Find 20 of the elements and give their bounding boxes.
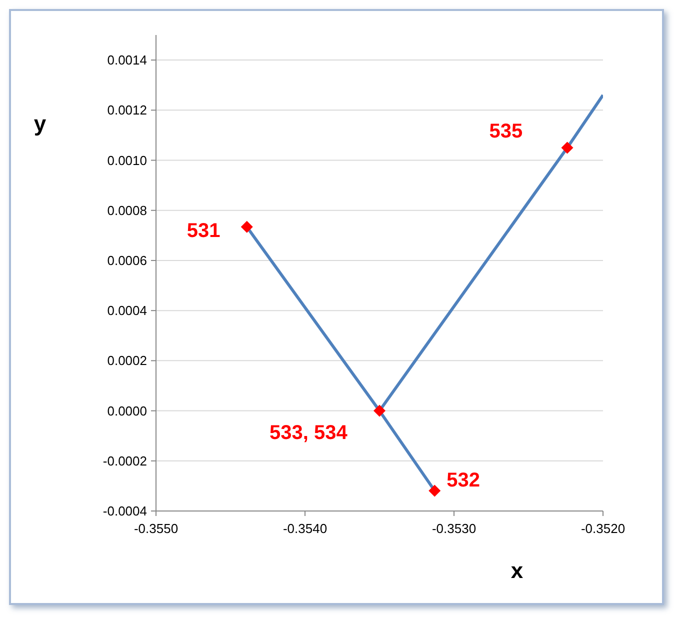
y-tick-label: 0.0010 (107, 152, 147, 168)
y-tick-label: 0.0004 (107, 303, 147, 318)
y-tick-label: 0.0008 (107, 202, 147, 218)
annotation: 535 (489, 120, 523, 143)
y-tick-label: -0.0002 (102, 453, 147, 468)
y-tick-label: 0.0014 (107, 52, 147, 68)
x-tick-label: -0.3520 (580, 521, 626, 536)
y-tick-label: 0.0006 (107, 253, 147, 268)
x-tick-label: -0.3550 (134, 521, 178, 536)
y-tick-label: -0.0004 (102, 504, 147, 519)
annotation: 533, 534 (270, 422, 348, 444)
y-tick-label: 0.0002 (107, 353, 147, 368)
annotation: 531 (186, 220, 220, 242)
y-tick-label: 0.0012 (107, 102, 147, 118)
x-tick-label: -0.3530 (432, 521, 476, 536)
annotation: 532 (446, 470, 480, 492)
x-tick-label: -0.3540 (282, 521, 328, 536)
x-axis-title: x (510, 558, 524, 583)
y-axis-title: y (34, 111, 47, 136)
y-tick-label: 0.0000 (107, 403, 147, 418)
